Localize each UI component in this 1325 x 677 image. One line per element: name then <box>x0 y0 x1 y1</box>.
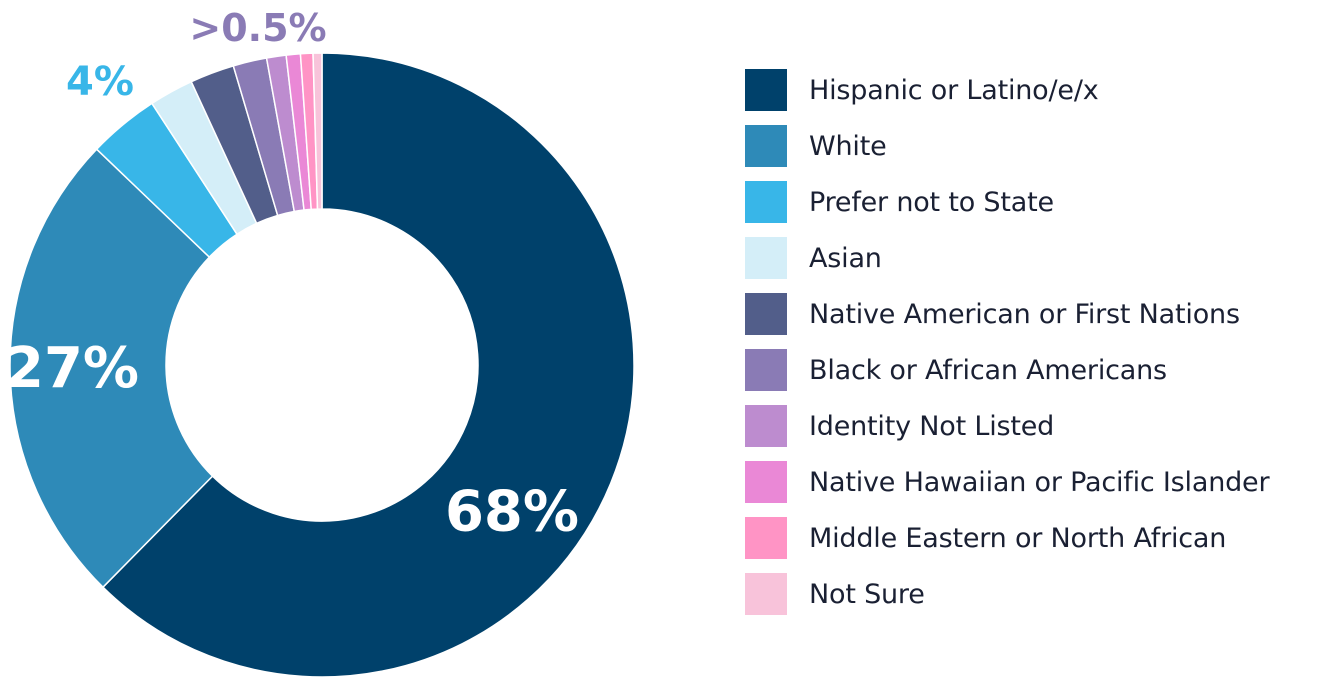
legend-item-native-american-or-first-nations: Native American or First Nations <box>745 286 1320 342</box>
data-label-black-or-african-americans: >0.5% <box>189 6 326 50</box>
legend-swatch <box>745 517 787 559</box>
legend-label: White <box>809 130 887 162</box>
slice-white <box>9 148 214 589</box>
legend-swatch <box>745 293 787 335</box>
legend-item-not-sure: Not Sure <box>745 566 1320 622</box>
legend-label: Asian <box>809 242 882 274</box>
legend-item-asian: Asian <box>745 230 1320 286</box>
legend-label: Middle Eastern or North African <box>809 522 1227 554</box>
data-label-prefer-not-to-state: 4% <box>66 59 134 105</box>
legend: Hispanic or Latino/e/x White Prefer not to… <box>745 62 1320 622</box>
legend-label: Native American or First Nations <box>809 298 1240 330</box>
legend-label: Identity Not Listed <box>809 410 1055 442</box>
legend-label: Native Hawaiian or Pacific Islander <box>809 466 1270 498</box>
legend-swatch <box>745 573 787 615</box>
legend-item-middle-eastern-or-north-african: Middle Eastern or North African <box>745 510 1320 566</box>
legend-swatch <box>745 237 787 279</box>
legend-item-native-hawaiian-or-pacific-islander: Native Hawaiian or Pacific Islander <box>745 454 1320 510</box>
data-label-white: 27% <box>5 336 139 401</box>
legend-item-black-or-african-americans: Black or African Americans <box>745 342 1320 398</box>
legend-swatch <box>745 405 787 447</box>
legend-swatch <box>745 125 787 167</box>
legend-label: Prefer not to State <box>809 186 1054 218</box>
legend-label: Black or African Americans <box>809 354 1167 386</box>
legend-swatch <box>745 349 787 391</box>
legend-label: Not Sure <box>809 578 925 610</box>
legend-swatch <box>745 181 787 223</box>
legend-swatch <box>745 69 787 111</box>
slice-not-sure <box>312 52 323 210</box>
legend-label: Hispanic or Latino/e/x <box>809 74 1099 106</box>
data-label-hispanic-or-latino-e-x: 68% <box>445 480 579 545</box>
legend-item-white: White <box>745 118 1320 174</box>
legend-item-prefer-not-to-state: Prefer not to State <box>745 174 1320 230</box>
legend-swatch <box>745 461 787 503</box>
legend-item-identity-not-listed: Identity Not Listed <box>745 398 1320 454</box>
slice-hispanic-or-latino-e-x <box>101 52 635 677</box>
legend-item-hispanic-or-latino-e-x: Hispanic or Latino/e/x <box>745 62 1320 118</box>
